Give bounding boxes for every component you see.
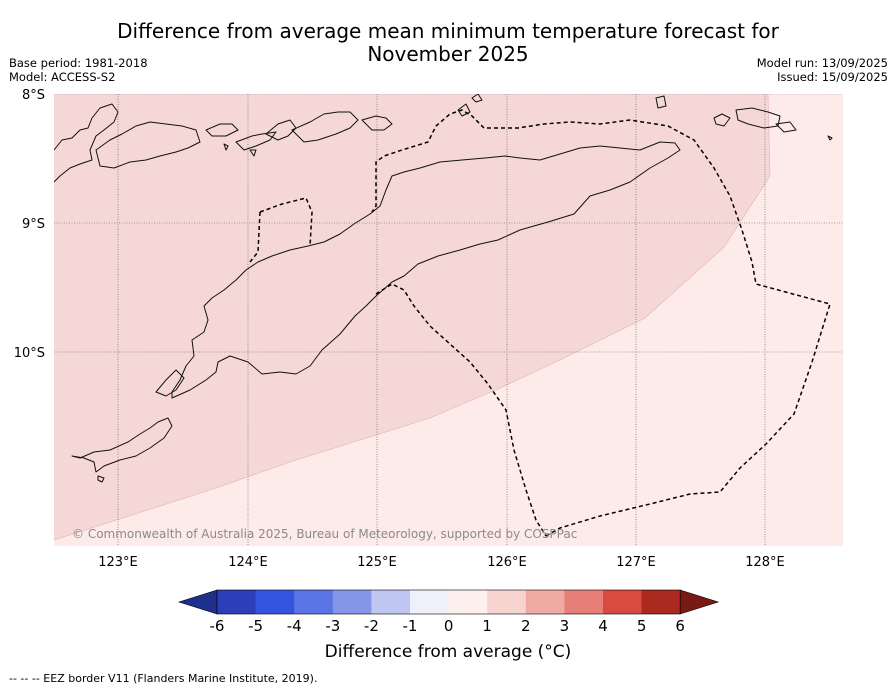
colorbar-extend-high: [679, 589, 720, 615]
colorbar-tick-label: 4: [598, 617, 608, 635]
coastline-islet: [97, 475, 105, 483]
coastline-small-island-4: [361, 115, 393, 131]
coastline-islet-8: [827, 135, 833, 141]
colorbar-segment: [448, 590, 488, 614]
anomaly-band-1-2: [54, 94, 770, 540]
lon-label: 127°E: [616, 555, 656, 570]
coastline-alor: [291, 111, 359, 143]
page-title: Difference from average mean minimum tem…: [0, 20, 896, 66]
coastline-rote: [155, 369, 185, 397]
coastline-small-island-1: [205, 123, 239, 137]
colorbar-tick-label: 6: [675, 617, 685, 635]
lon-label: 128°E: [745, 555, 785, 570]
colorbar-tick-label: 1: [482, 617, 492, 635]
colorbar-tick-label: 2: [521, 617, 531, 635]
meta-right: Model run: 13/09/2025 Issued: 15/09/2025: [757, 56, 888, 84]
model-text: Model: ACCESS-S2: [9, 70, 116, 84]
copyright-text: © Commonwealth of Australia 2025, Bureau…: [72, 527, 577, 541]
coastline-islet-5: [655, 95, 667, 109]
coastline-islet-2: [223, 143, 229, 151]
coastline-islet-3: [249, 149, 257, 157]
issued-text: Issued: 15/09/2025: [777, 70, 888, 84]
coastline-flores-east: [95, 121, 201, 169]
colorbar-segment: [371, 590, 411, 614]
colorbar-segment: [294, 590, 334, 614]
colorbar-segment: [410, 590, 450, 614]
colorbar-tick-label: 3: [560, 617, 570, 635]
colorbar-tick-label: -4: [287, 617, 302, 635]
colorbar-tick-label: -2: [364, 617, 379, 635]
colorbar-label: Difference from average (°C): [324, 642, 572, 662]
colorbar-segment: [564, 590, 604, 614]
coastlines: [54, 94, 833, 483]
coastline-islet-7: [775, 121, 797, 133]
colorbar-segment: [525, 590, 565, 614]
colorbar-segment: [641, 590, 681, 614]
anomaly-band-edge: [54, 94, 771, 541]
colorbar-segment: [487, 590, 527, 614]
colorbar-segment: [332, 590, 372, 614]
coastline-sawu: [71, 417, 173, 473]
colorbar-tick-label: -1: [403, 617, 418, 635]
coastline-islet-4: [471, 94, 483, 103]
lat-label: 9°S: [22, 217, 45, 232]
title-line-2: November 2025: [367, 42, 529, 66]
base-period-text: Base period: 1981-2018: [9, 56, 148, 70]
lon-label: 124°E: [228, 555, 268, 570]
colorbar-tick-label: -6: [210, 617, 225, 635]
colorbar-segment: [255, 590, 295, 614]
lat-label: 10°S: [14, 346, 45, 361]
eez-border: [249, 109, 831, 537]
meta-left: Base period: 1981-2018 Model: ACCESS-S2: [9, 56, 148, 84]
graticule: [54, 94, 843, 546]
colorbar: -6 -5 -4 -3 -2 -1 0 1 2 3 4 5 6: [178, 589, 720, 635]
colorbar-outline: [216, 589, 681, 615]
colorbar-segment: [603, 590, 643, 614]
forecast-map: 8°S 9°S 10°S 123°E 124°E 125°E 126°E 127…: [14, 88, 843, 635]
colorbar-tick-label: 5: [637, 617, 647, 635]
coastline-small-island-2: [235, 131, 277, 151]
coastline-timor: [171, 141, 681, 399]
colorbar-tick-label: -5: [248, 617, 263, 635]
model-run-text: Model run: 13/09/2025: [756, 56, 888, 70]
lon-label: 126°E: [487, 555, 527, 570]
colorbar-tick-label: -3: [325, 617, 340, 635]
coastline-wetar: [457, 103, 471, 117]
colorbar-segment: [217, 590, 257, 614]
colorbar-tick-label: 0: [444, 617, 454, 635]
lon-label: 125°E: [357, 555, 397, 570]
eez-legend-note: -- -- -- EEZ border V11 (Flanders Marine…: [9, 672, 318, 685]
coastline-islet-6: [713, 113, 731, 127]
lat-label: 8°S: [22, 88, 45, 103]
lon-label: 123°E: [98, 555, 138, 570]
coastline-north-islands: [54, 103, 119, 183]
title-line-1: Difference from average mean minimum tem…: [117, 19, 779, 43]
colorbar-extend-low: [178, 589, 218, 615]
